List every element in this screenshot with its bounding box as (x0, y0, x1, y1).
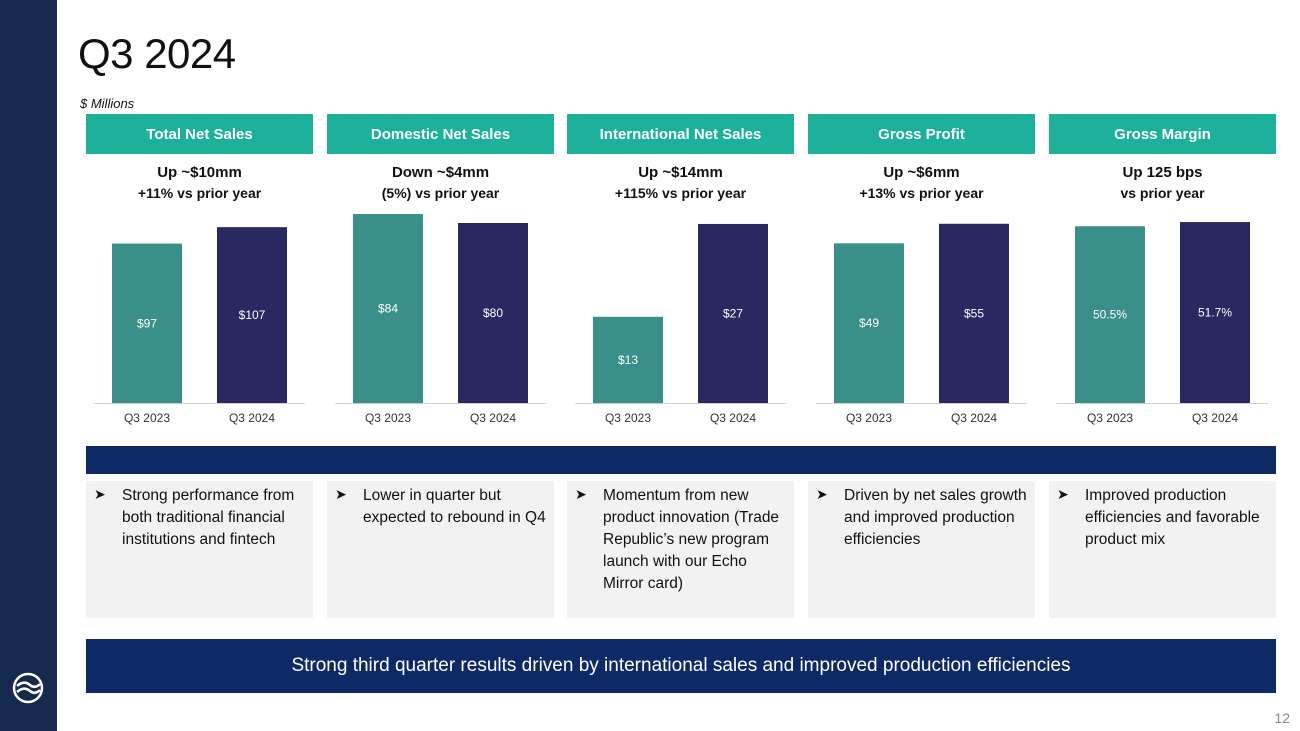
commentary-box: ➤ Improved production efficiencies and f… (1049, 481, 1276, 618)
delta-headline: Up ~$14mm (638, 164, 723, 181)
x-tick-label: Q3 2024 (1192, 411, 1238, 425)
bar-q3-2024 (1180, 222, 1250, 403)
arrow-bullet-icon: ➤ (94, 486, 106, 502)
bar-chart: $84 Q3 2023 $80 Q3 2024 (335, 214, 546, 425)
panel-header: Domestic Net Sales (327, 114, 554, 154)
x-tick-label: Q3 2024 (229, 411, 275, 425)
delta-comparison: (5%) vs prior year (381, 185, 500, 201)
delta-headline: Up ~$6mm (883, 164, 960, 181)
side-bar (0, 0, 57, 731)
delta-headline: Down ~$4mm (391, 164, 490, 181)
panel-header: Gross Profit (808, 114, 1035, 154)
x-tick-label: Q3 2023 (124, 411, 170, 425)
conclusion-banner: Strong third quarter results driven by i… (86, 639, 1276, 693)
page-number: 12 (1274, 710, 1290, 726)
bar-value-label: $80 (483, 306, 503, 320)
bar-chart: $49 Q3 2023 $55 Q3 2024 (816, 223, 1027, 425)
x-tick-label: Q3 2024 (710, 411, 756, 425)
units-subtitle: $ Millions (80, 96, 135, 111)
page-title: Q3 2024 (78, 30, 236, 77)
panel-header: Total Net Sales (86, 114, 313, 154)
bar-value-label: $84 (378, 302, 398, 316)
bar-q3-2024 (698, 223, 768, 403)
kpi-panel: Gross Profit Up ~$6mm +13% vs prior year… (808, 114, 1035, 626)
bar-value-label: $55 (964, 306, 984, 320)
bar-chart: $13 Q3 2023 $27 Q3 2024 (575, 223, 786, 425)
x-tick-label: Q3 2023 (1087, 411, 1133, 425)
commentary-box: ➤ Lower in quarter but expected to rebou… (327, 481, 554, 618)
delta-headline: Up ~$10mm (157, 164, 242, 181)
kpi-panel: Gross Margin Up 125 bps vs prior year 50… (1049, 114, 1276, 626)
bar-q3-2024 (458, 223, 528, 403)
bar-q3-2024 (939, 223, 1009, 403)
x-tick-label: Q3 2023 (846, 411, 892, 425)
delta-comparison: +11% vs prior year (137, 185, 262, 201)
x-tick-label: Q3 2024 (470, 411, 516, 425)
x-tick-label: Q3 2023 (605, 411, 651, 425)
bar-value-label: 50.5% (1093, 308, 1127, 322)
delta-headline: Up 125 bps (1122, 164, 1203, 181)
x-tick-label: Q3 2023 (365, 411, 411, 425)
delta-comparison: +13% vs prior year (859, 185, 984, 201)
bar-q3-2024 (217, 227, 287, 403)
kpi-panel: International Net Sales Up ~$14mm +115% … (567, 114, 794, 626)
commentary-text: Driven by net sales growth and improved … (844, 487, 1027, 548)
x-tick-label: Q3 2024 (951, 411, 997, 425)
bar-q3-2023 (353, 214, 423, 403)
bar-q3-2023 (834, 243, 904, 403)
bar-q3-2023 (1075, 226, 1145, 403)
bar-value-label: $13 (618, 353, 638, 367)
kpi-panel: Total Net Sales Up ~$10mm +11% vs prior … (86, 114, 313, 626)
bar-value-label: $97 (137, 316, 157, 330)
commentary-box: ➤ Momentum from new product innovation (… (567, 481, 794, 618)
divider-band (86, 446, 1276, 474)
commentary-text: Momentum from new product innovation (Tr… (603, 487, 780, 592)
commentary-box: ➤ Driven by net sales growth and improve… (808, 481, 1035, 618)
commentary-text: Strong performance from both traditional… (122, 487, 295, 548)
panel-header: International Net Sales (567, 114, 794, 154)
arrow-bullet-icon: ➤ (816, 486, 828, 502)
bar-q3-2023 (112, 243, 182, 403)
delta-comparison: vs prior year (1120, 185, 1205, 201)
bar-value-label: $49 (859, 316, 879, 330)
panel-header: Gross Margin (1049, 114, 1276, 154)
commentary-box: ➤ Strong performance from both tradition… (86, 481, 313, 618)
company-logo-icon (12, 672, 44, 704)
kpi-panel: Domestic Net Sales Down ~$4mm (5%) vs pr… (327, 114, 554, 626)
arrow-bullet-icon: ➤ (335, 486, 347, 502)
arrow-bullet-icon: ➤ (575, 486, 587, 502)
bar-value-label: $27 (723, 306, 743, 320)
delta-comparison: +115% vs prior year (614, 185, 747, 201)
bar-chart: $97 Q3 2023 $107 Q3 2024 (94, 227, 305, 425)
bar-chart: 50.5% Q3 2023 51.7% Q3 2024 (1057, 222, 1268, 425)
bar-value-label: 51.7% (1198, 306, 1232, 320)
commentary-text: Lower in quarter but expected to rebound… (363, 487, 546, 526)
bar-value-label: $107 (239, 308, 266, 322)
commentary-text: Improved production efficiencies and fav… (1085, 487, 1260, 548)
arrow-bullet-icon: ➤ (1057, 486, 1069, 502)
bar-q3-2023 (593, 316, 663, 403)
